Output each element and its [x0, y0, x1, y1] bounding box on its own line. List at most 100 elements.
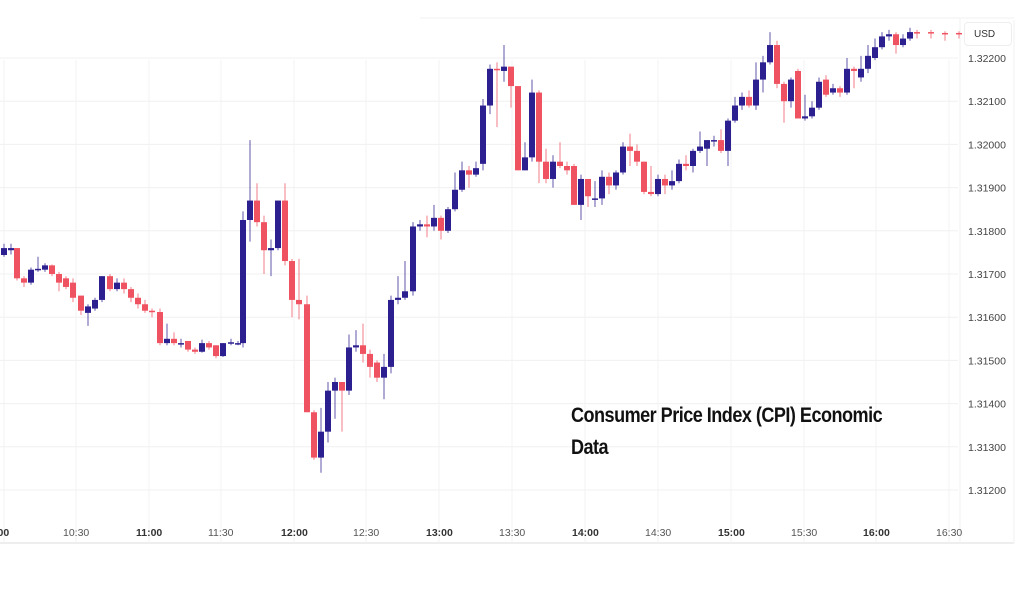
candle-down[interactable] [641, 161, 647, 195]
candle-up[interactable] [578, 174, 584, 220]
candle-up[interactable] [332, 377, 338, 419]
candle-down[interactable] [157, 308, 163, 346]
candle-up[interactable] [35, 256, 41, 272]
candle-down[interactable] [781, 81, 787, 123]
candle-up[interactable] [473, 161, 479, 177]
candle-down[interactable] [956, 31, 962, 39]
candle-down[interactable] [185, 340, 191, 352]
candle-down[interactable] [571, 163, 577, 205]
candle-up[interactable] [114, 278, 120, 292]
candle-down[interactable] [78, 295, 84, 316]
candle-up[interactable] [830, 83, 836, 95]
candle-up[interactable] [865, 45, 871, 74]
candle-up[interactable] [353, 330, 359, 352]
candle-up[interactable] [802, 94, 808, 121]
candle-down[interactable] [543, 148, 549, 184]
candle-up[interactable] [879, 32, 885, 50]
candle-up[interactable] [725, 118, 731, 166]
candle-up[interactable] [886, 29, 892, 41]
currency-label[interactable]: USD [964, 22, 1012, 46]
candle-up[interactable] [381, 353, 387, 400]
candle-down[interactable] [627, 133, 633, 166]
candle-down[interactable] [564, 161, 570, 175]
candle-down[interactable] [774, 40, 780, 89]
candle-down[interactable] [374, 360, 380, 382]
candle-up[interactable] [487, 64, 493, 115]
candle-down[interactable] [424, 215, 430, 238]
candle-down[interactable] [135, 293, 141, 309]
candle-up[interactable] [388, 295, 394, 374]
candle-down[interactable] [494, 62, 500, 128]
candle-up[interactable] [592, 181, 598, 208]
candle-down[interactable] [466, 166, 472, 188]
candle-down[interactable] [508, 66, 514, 108]
candle-up[interactable] [445, 207, 451, 233]
candle-down[interactable] [56, 271, 62, 292]
candle-up[interactable] [704, 140, 710, 166]
candle-down[interactable] [360, 323, 366, 363]
candle-up[interactable] [228, 338, 234, 346]
candle-down[interactable] [171, 332, 177, 346]
candle-down[interactable] [63, 276, 69, 290]
candle-up[interactable] [325, 382, 331, 443]
candle-up[interactable] [711, 135, 717, 147]
candle-up[interactable] [739, 92, 745, 110]
candle-up[interactable] [550, 155, 556, 188]
candle-down[interactable] [311, 410, 317, 460]
candle-up[interactable] [858, 55, 864, 82]
candle-down[interactable] [213, 345, 219, 359]
candle-down[interactable] [942, 31, 948, 41]
candle-down[interactable] [49, 264, 55, 277]
candle-down[interactable] [557, 142, 563, 169]
candle-down[interactable] [14, 248, 20, 281]
candle-down[interactable] [21, 276, 27, 287]
candle-down[interactable] [837, 86, 843, 97]
candle-down[interactable] [304, 295, 310, 413]
candle-up[interactable] [410, 222, 416, 296]
candle-down[interactable] [893, 32, 899, 54]
candle-up[interactable] [92, 297, 98, 311]
candle-up[interactable] [395, 276, 401, 305]
candle-up[interactable] [529, 79, 535, 162]
candle-up[interactable] [872, 38, 878, 61]
candle-up[interactable] [247, 140, 253, 242]
candle-down[interactable] [296, 258, 302, 320]
candle-up[interactable] [480, 99, 486, 171]
candle-up[interactable] [760, 55, 766, 93]
candle-down[interactable] [70, 278, 76, 303]
candle-up[interactable] [522, 142, 528, 171]
candle-up[interactable] [178, 338, 184, 348]
candle-up[interactable] [452, 172, 458, 212]
candle-up[interactable] [676, 159, 682, 184]
candle-down[interactable] [254, 183, 260, 227]
candle-down[interactable] [648, 166, 654, 197]
candle-up[interactable] [220, 343, 226, 357]
candle-down[interactable] [289, 258, 295, 318]
candle-up[interactable] [164, 323, 170, 346]
candle-up[interactable] [402, 261, 408, 300]
candle-up[interactable] [809, 101, 815, 119]
candle-down[interactable] [128, 286, 134, 303]
candle-up[interactable] [318, 407, 324, 473]
candle-down[interactable] [142, 299, 148, 313]
candle-down[interactable] [662, 174, 668, 195]
candle-up[interactable] [85, 304, 91, 326]
candle-down[interactable] [206, 340, 212, 350]
candle-up[interactable] [788, 77, 794, 108]
candle-down[interactable] [718, 129, 724, 154]
candle-up[interactable] [431, 204, 437, 231]
candle-down[interactable] [683, 155, 689, 171]
candle-up[interactable] [844, 58, 850, 95]
candle-up[interactable] [235, 340, 241, 346]
candle-up[interactable] [900, 34, 906, 48]
candle-up[interactable] [907, 27, 913, 41]
candle-up[interactable] [620, 142, 626, 175]
candle-down[interactable] [515, 86, 521, 171]
candle-down[interactable] [121, 278, 127, 294]
candle-down[interactable] [192, 347, 198, 354]
candle-down[interactable] [823, 75, 829, 97]
candle-up[interactable] [28, 267, 34, 285]
candle-down[interactable] [606, 172, 612, 195]
candle-up[interactable] [268, 239, 274, 277]
